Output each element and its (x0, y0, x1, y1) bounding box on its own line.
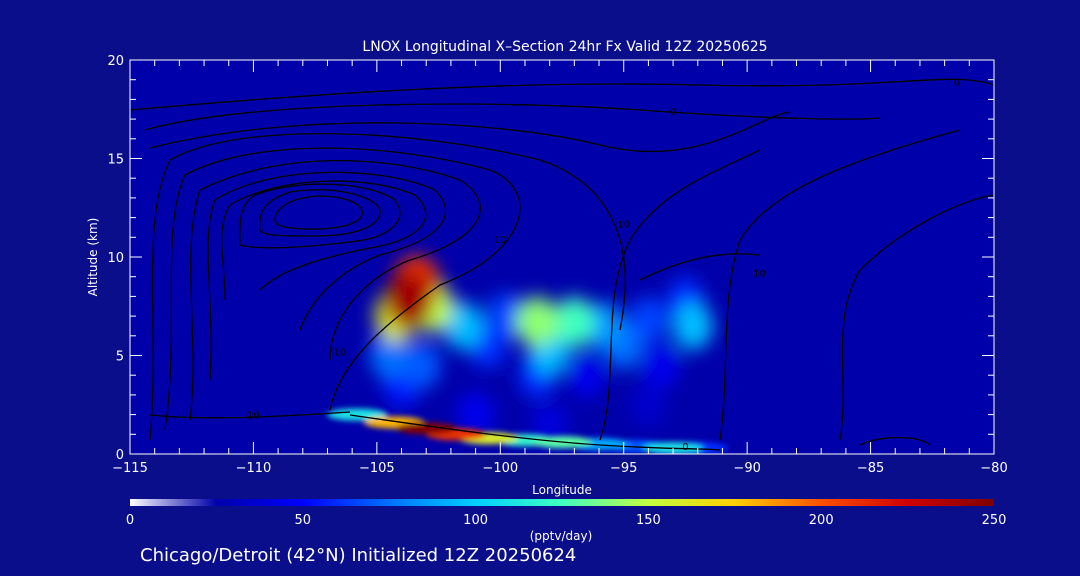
lnox-cell (672, 302, 713, 350)
x-tick-label: −85 (857, 461, 884, 476)
contour-line (221, 180, 427, 301)
contour-line (239, 183, 401, 249)
contour-line (149, 111, 791, 153)
colorbar-tick-label: 150 (636, 513, 661, 528)
contour-label: 0 (954, 78, 960, 89)
x-tick-label: −110 (236, 461, 272, 476)
contour-label: 10 (247, 411, 260, 422)
x-tick-label: −90 (733, 461, 760, 476)
contour-line (149, 132, 626, 441)
colorbar-tick-label: 200 (809, 513, 834, 528)
contour-line (349, 414, 721, 451)
y-axis-label: Altitude (km) (86, 218, 100, 297)
y-tick-label: 10 (107, 251, 124, 266)
colorbar-tick-label: 250 (982, 513, 1007, 528)
contour-line (839, 194, 994, 441)
chart-title: LNOX Longitudinal X–Section 24hr Fx Vali… (362, 39, 767, 55)
contour-line (130, 78, 994, 111)
lnox-cell (584, 302, 624, 350)
y-tick-label: 5 (116, 350, 124, 365)
y-tick-label: 15 (107, 153, 124, 168)
chart-subtitle: Chicago/Detroit (42°N) Initialized 12Z 2… (140, 545, 576, 566)
contour-label: 10 (333, 348, 346, 359)
y-tick-label: 0 (116, 448, 124, 463)
lnox-cell (384, 272, 434, 329)
lnox-cell (486, 293, 525, 340)
colorbar: 0 50 100 150 200 250 (pptv/day) (126, 499, 1007, 543)
y-tick-label: 20 (107, 54, 124, 69)
lnox-cell (568, 352, 606, 398)
colorbar-tick-label: 100 (463, 513, 488, 528)
colorbar-tick-label: 0 (126, 513, 134, 528)
surface-lnox-cell (396, 422, 457, 435)
contour-line (599, 149, 761, 441)
colorbar-gradient (130, 499, 994, 506)
contour-line (274, 195, 363, 230)
contour-label: 10 (494, 235, 507, 246)
lnox-cell (553, 297, 596, 347)
contour-line (189, 159, 481, 421)
contour-line (149, 411, 351, 419)
x-tick-label: −95 (610, 461, 637, 476)
contour-line (639, 253, 761, 281)
contour-label: 10 (753, 269, 766, 280)
contour-line (207, 171, 447, 381)
lnox-cell (457, 392, 494, 437)
x-tick-label: −100 (482, 461, 518, 476)
contour-line (719, 129, 961, 441)
contour-label: 10 (617, 219, 630, 230)
x-tick-label: −80 (980, 461, 1007, 476)
lnox-cell (369, 332, 409, 379)
lnox-cell (516, 296, 559, 348)
contour-label: 0 (670, 107, 676, 118)
plot-background (130, 60, 994, 454)
contour-line (164, 147, 521, 431)
x-axis-label: Longitude (532, 483, 592, 497)
lnox-cell (443, 302, 484, 350)
contour-line (259, 189, 381, 237)
colorbar-tick-label: 50 (295, 513, 312, 528)
lnox-cell (630, 382, 667, 427)
lnox-cell (402, 342, 441, 389)
contour-line (859, 436, 931, 446)
x-tick-label: −115 (112, 461, 148, 476)
plot-area: 10 10 10 10 10 0 0 0 −115 −110 −105 −100 −95 −90 −85 −… (107, 54, 1007, 476)
contour-line (144, 103, 881, 131)
x-tick-label: −105 (359, 461, 395, 476)
contour-label: 0 (682, 442, 688, 453)
lnox-cell (642, 343, 680, 388)
colorbar-label: (pptv/day) (530, 529, 593, 543)
